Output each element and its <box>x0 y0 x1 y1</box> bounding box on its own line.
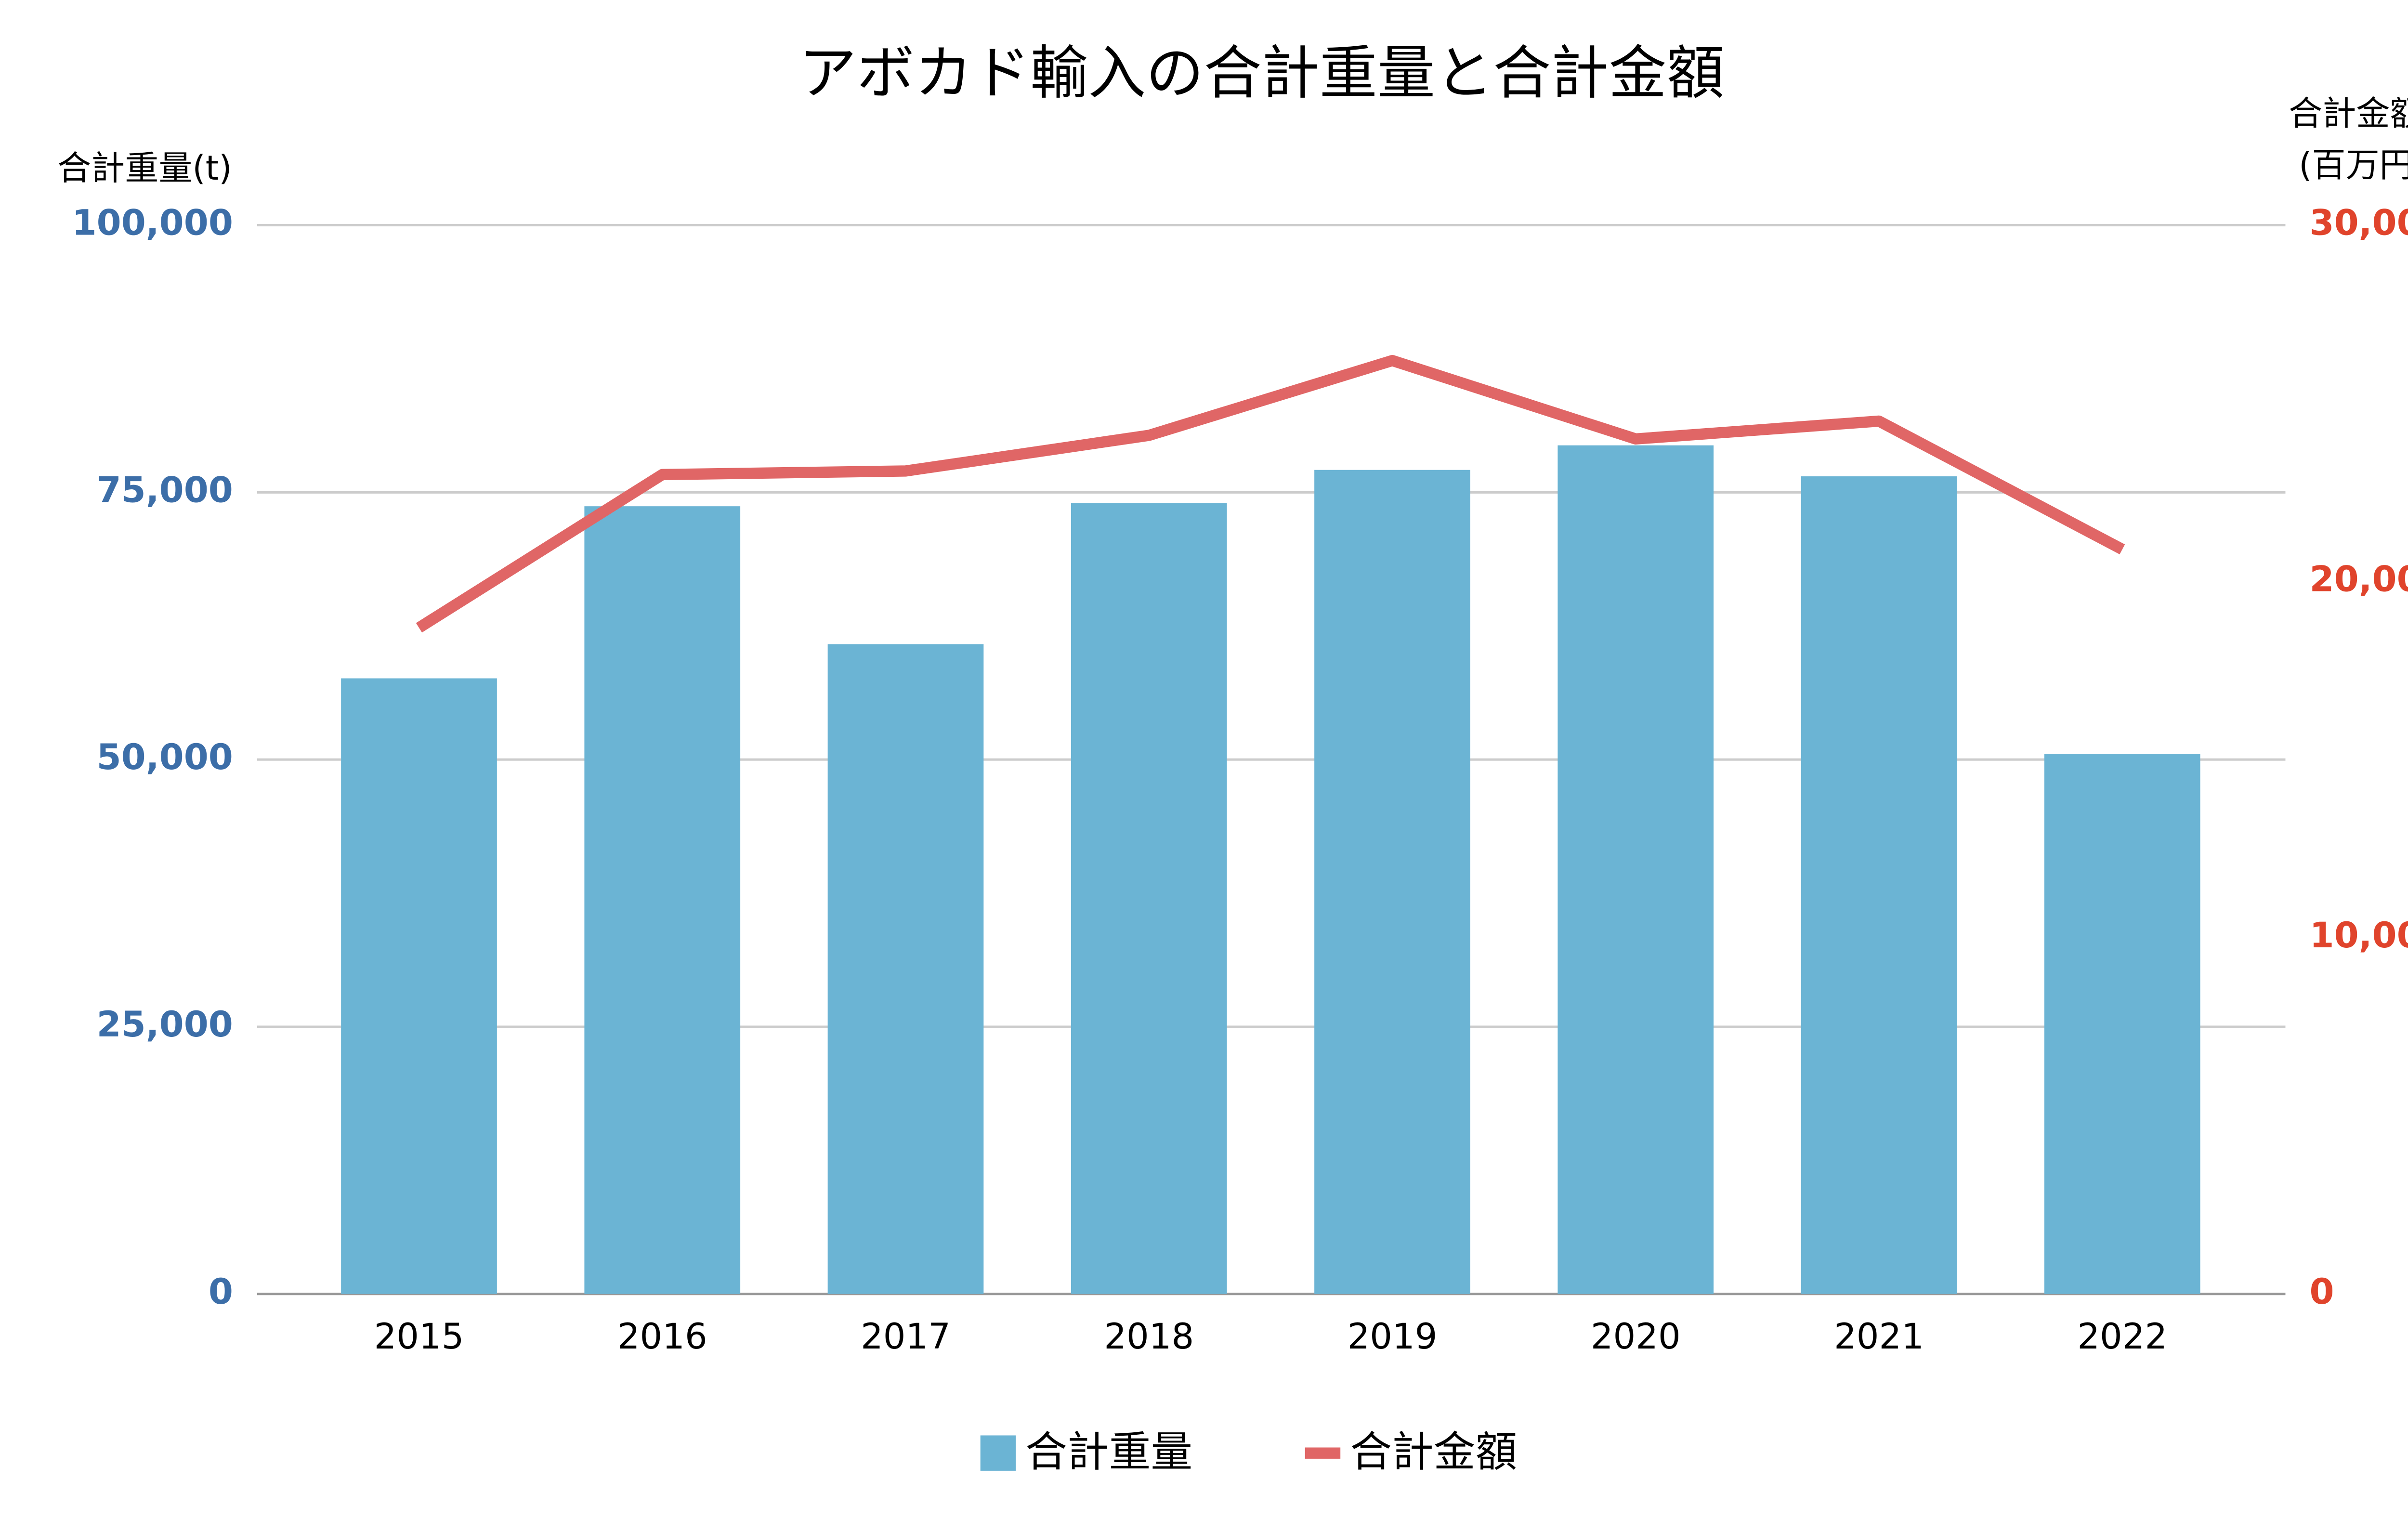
y2-axis-title: (百万円) <box>2299 145 2408 184</box>
y2-tick-label: 10,000 <box>2310 915 2408 956</box>
x-tick-label: 2022 <box>2077 1316 2167 1357</box>
x-tick-label: 2015 <box>374 1316 464 1357</box>
bar <box>584 506 741 1294</box>
bar <box>1801 476 1957 1294</box>
y2-tick-label: 30,000 <box>2310 203 2408 244</box>
y2-tick-label: 0 <box>2310 1271 2334 1312</box>
y-tick-label: 25,000 <box>97 1004 233 1045</box>
x-tick-label: 2016 <box>617 1316 707 1357</box>
y-tick-label: 100,000 <box>72 203 233 244</box>
x-tick-label: 2019 <box>1348 1316 1438 1357</box>
y-tick-label: 0 <box>209 1271 233 1312</box>
legend-swatch <box>980 1435 1016 1471</box>
bar <box>1071 503 1227 1294</box>
chart-title: アボカド輸入の合計重量と合計金額 <box>799 39 1725 107</box>
line <box>416 354 2125 633</box>
y-tick-label: 50,000 <box>97 737 233 778</box>
bar <box>1314 470 1470 1294</box>
y-tick-label: 75,000 <box>97 470 233 511</box>
bar <box>341 678 497 1294</box>
x-tick-label: 2017 <box>861 1316 951 1357</box>
bar <box>1557 445 1714 1294</box>
y2-axis-title: 合計金額 <box>2289 94 2408 133</box>
y-axis-title: 合計重量(t) <box>57 148 232 188</box>
bar <box>827 644 984 1294</box>
x-tick-label: 2021 <box>1834 1316 1924 1357</box>
y2-tick-label: 20,000 <box>2310 559 2408 600</box>
legend-label: 合計重量 <box>1025 1427 1192 1476</box>
legend-label: 合計金額 <box>1350 1427 1517 1476</box>
x-tick-label: 2020 <box>1591 1316 1681 1357</box>
bar <box>2044 754 2200 1294</box>
x-tick-label: 2018 <box>1104 1316 1194 1357</box>
